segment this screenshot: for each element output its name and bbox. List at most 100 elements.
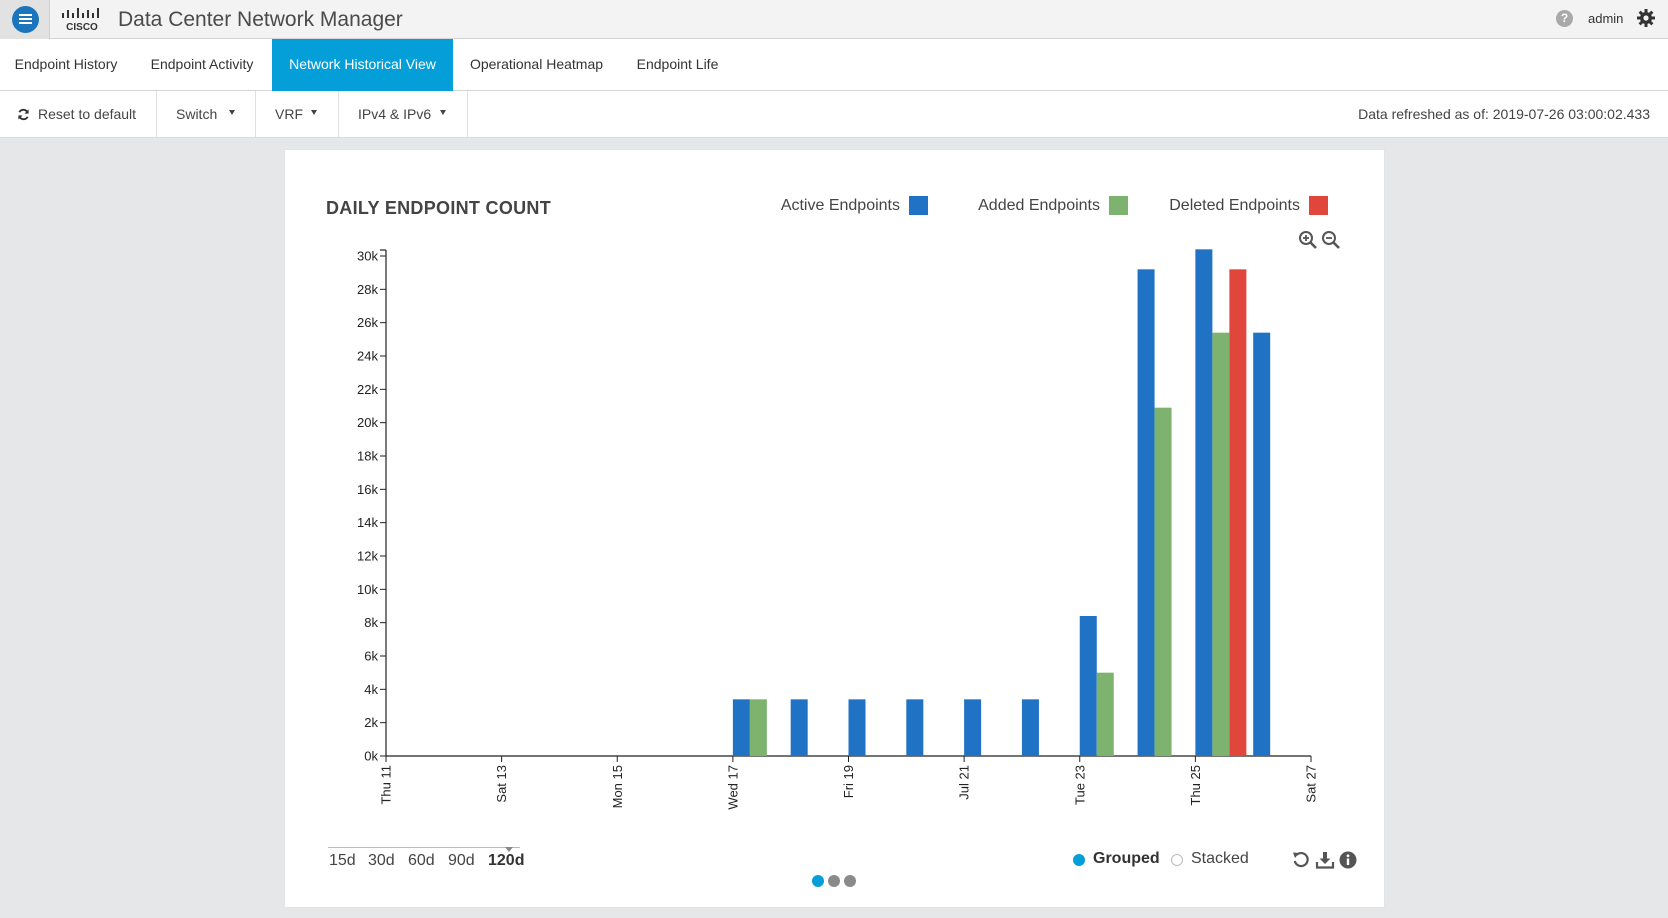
radio-selected-icon	[1073, 854, 1085, 866]
range-slider-track[interactable]	[328, 847, 520, 848]
vrf-dropdown[interactable]: VRF	[256, 91, 339, 138]
y-tick-label: 6k	[364, 649, 378, 664]
legend-label: Active Endpoints	[780, 197, 900, 214]
y-tick-label: 30k	[357, 249, 378, 264]
active-endpoints-bar	[1021, 699, 1039, 756]
added-endpoints-bar	[1212, 332, 1230, 756]
active-endpoints-bar	[848, 699, 866, 756]
y-tick-label: 4k	[364, 682, 378, 697]
x-tick-label: Tue 23	[1072, 765, 1087, 805]
y-tick-label: 16k	[357, 482, 378, 497]
x-axis: Thu 11 Sat 13 Mon 15 Wed 17 Fri 19 Jul 21 Tue …	[379, 755, 1319, 810]
switch-label: Switch	[176, 106, 218, 122]
zoom-out-icon[interactable]	[1321, 230, 1341, 250]
hamburger-menu-button[interactable]	[0, 0, 50, 39]
y-tick-label: 0k	[364, 749, 378, 764]
active-endpoints-bar	[732, 699, 750, 756]
stacked-label: Stacked	[1191, 850, 1249, 867]
daily-endpoint-chart: 0k 2k 4k 6k 8k 10k 12k 14k 16k 18k 20k 22k 24k 26k 28k…	[357, 249, 1319, 810]
tab-endpoint-history[interactable]: Endpoint History	[14, 56, 118, 72]
x-tick-label: Sat 13	[494, 765, 509, 803]
reset-label: Reset to default	[38, 106, 137, 122]
x-tick-label: Thu 25	[1188, 765, 1203, 805]
reset-to-default-button[interactable]: Reset to default	[0, 91, 157, 138]
range-120d[interactable]: 120d	[488, 852, 525, 869]
stacked-radio[interactable]: Stacked	[1171, 850, 1256, 870]
data-refreshed-timestamp: Data refreshed as of: 2019-07-26 03:00:0…	[1358, 106, 1650, 122]
chart-pagination	[812, 875, 862, 889]
active-endpoints-bar	[790, 699, 808, 756]
user-name[interactable]: admin	[1588, 11, 1624, 26]
legend-swatch-added	[1109, 196, 1128, 215]
svg-text:CISCO: CISCO	[66, 22, 98, 33]
page-dot-3[interactable]	[844, 875, 856, 887]
legend-label: Added Endpoints	[978, 197, 1100, 214]
page-dot-2[interactable]	[828, 875, 840, 887]
zoom-in-icon[interactable]	[1298, 230, 1318, 250]
x-tick-label: Jul 21	[957, 765, 972, 800]
page-dot-1[interactable]	[812, 875, 824, 887]
chart-card: DAILY ENDPOINT COUNT Active Endpoints Ad…	[284, 149, 1385, 908]
tab-bar: Endpoint History Endpoint Activity Netwo…	[0, 39, 1668, 91]
deleted-endpoints-bar	[1229, 269, 1247, 756]
ip-version-dropdown[interactable]: IPv4 & IPv6	[339, 91, 468, 138]
top-bar: CISCO Data Center Network Manager ? admi…	[0, 0, 1668, 39]
download-icon[interactable]	[1315, 850, 1335, 870]
legend-added-endpoints[interactable]: Added Endpoints	[948, 195, 1128, 217]
help-icon[interactable]: ?	[1556, 10, 1573, 27]
range-60d[interactable]: 60d	[408, 852, 435, 869]
caret-down-icon	[440, 110, 446, 115]
x-tick-label: Thu 11	[379, 765, 394, 805]
range-15d[interactable]: 15d	[329, 852, 356, 869]
legend-deleted-endpoints[interactable]: Deleted Endpoints	[1148, 195, 1328, 217]
radio-unselected-icon	[1171, 854, 1183, 866]
tab-operational-heatmap[interactable]: Operational Heatmap	[469, 56, 604, 72]
reset-zoom-icon[interactable]	[1291, 850, 1311, 870]
active-endpoints-bar	[1137, 269, 1155, 756]
switch-dropdown[interactable]: Switch	[157, 91, 256, 138]
tab-network-historical-view[interactable]: Network Historical View	[272, 39, 453, 91]
added-endpoints-bar	[1096, 672, 1114, 756]
menu-icon	[12, 6, 39, 33]
y-tick-label: 22k	[357, 382, 378, 397]
cisco-logo: CISCO	[62, 8, 99, 33]
refresh-icon	[18, 108, 29, 121]
y-tick-label: 24k	[357, 349, 378, 364]
info-icon[interactable]	[1338, 850, 1358, 870]
tab-endpoint-life[interactable]: Endpoint Life	[636, 56, 719, 72]
added-endpoints-bar	[1154, 407, 1172, 756]
legend-swatch-deleted	[1309, 196, 1328, 215]
y-axis: 0k 2k 4k 6k 8k 10k 12k 14k 16k 18k 20k 22k 24k 26k 28k…	[357, 249, 387, 764]
grouped-label: Grouped	[1093, 850, 1160, 867]
tab-endpoint-activity[interactable]: Endpoint Activity	[150, 56, 254, 72]
app-title: Data Center Network Manager	[118, 8, 403, 31]
x-tick-label: Wed 17	[725, 765, 740, 810]
legend-active-endpoints[interactable]: Active Endpoints	[765, 195, 928, 217]
x-tick-label: Sat 27	[1304, 765, 1319, 803]
range-30d[interactable]: 30d	[368, 852, 395, 869]
active-endpoints-bar	[1253, 332, 1271, 756]
added-endpoints-bar	[749, 699, 767, 756]
gear-icon[interactable]	[1636, 8, 1656, 28]
caret-down-icon	[311, 110, 317, 115]
y-tick-label: 14k	[357, 515, 378, 530]
bar-series	[732, 249, 1271, 756]
y-tick-label: 12k	[357, 549, 378, 564]
active-endpoints-bar	[964, 699, 982, 756]
y-tick-label: 26k	[357, 315, 378, 330]
x-tick-label: Mon 15	[610, 765, 625, 808]
x-tick-label: Fri 19	[841, 765, 856, 798]
active-endpoints-bar	[1195, 249, 1213, 756]
caret-down-icon	[229, 110, 235, 115]
vrf-label: VRF	[275, 106, 303, 122]
grouped-radio[interactable]: Grouped	[1073, 850, 1168, 870]
y-tick-label: 20k	[357, 415, 378, 430]
active-endpoints-bar	[1079, 616, 1097, 756]
legend-label: Deleted Endpoints	[1169, 197, 1300, 214]
ip-version-label: IPv4 & IPv6	[358, 106, 432, 122]
legend-swatch-active	[909, 196, 928, 215]
y-tick-label: 10k	[357, 582, 378, 597]
range-90d[interactable]: 90d	[448, 852, 475, 869]
filter-toolbar: Reset to default Switch VRF IPv4 & IPv6 …	[0, 91, 1668, 138]
range-marker-icon[interactable]	[505, 847, 513, 852]
